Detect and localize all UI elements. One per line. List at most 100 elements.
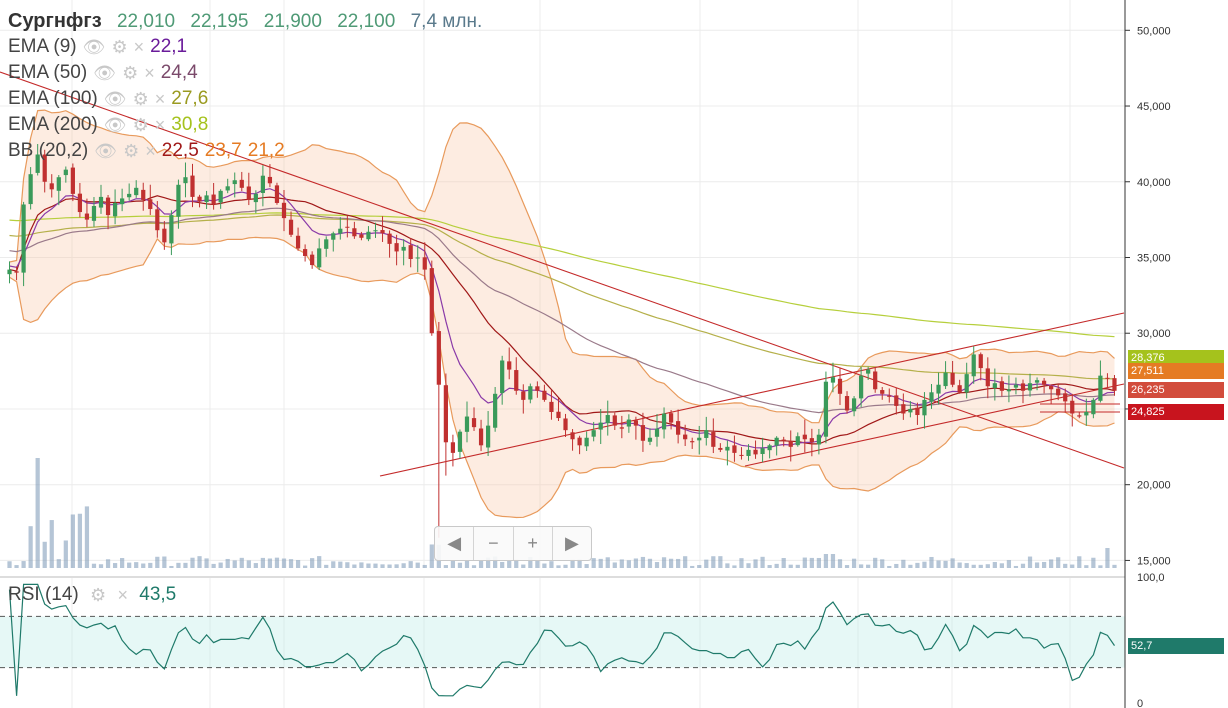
volume-bar — [7, 561, 12, 568]
candle-body — [1091, 399, 1096, 415]
candle-body — [394, 243, 399, 252]
volume-bar — [98, 564, 104, 568]
close-icon[interactable]: × — [117, 585, 128, 605]
candle-body — [781, 439, 786, 441]
volume-bar — [711, 556, 716, 568]
volume-bar — [21, 561, 26, 568]
candle-body — [310, 254, 315, 266]
gear-icon[interactable]: ⚙ — [123, 141, 140, 161]
candle-body — [570, 432, 575, 440]
volume-bar — [802, 557, 807, 568]
close-icon[interactable]: × — [145, 141, 156, 161]
scroll-right-button[interactable]: ▶ — [564, 533, 579, 553]
volume-bar — [859, 564, 864, 568]
volume-bar — [148, 562, 153, 568]
close-icon[interactable]: × — [133, 37, 145, 57]
candle-body — [49, 183, 54, 190]
volume-bar — [570, 559, 575, 568]
volume-bar — [521, 564, 526, 568]
candle-body — [964, 374, 969, 393]
gear-icon[interactable]: ⚙ — [111, 37, 128, 57]
candle-body — [274, 185, 280, 203]
indicator-value: 23,7 — [204, 140, 242, 162]
candle-body — [704, 430, 709, 438]
ema-50-line — [9, 207, 1115, 414]
candle-body — [640, 425, 646, 441]
volume-bar — [134, 562, 139, 568]
volume-bar — [1077, 556, 1082, 568]
volume-bar — [943, 560, 948, 568]
volume-bar — [1098, 565, 1103, 568]
indicator-name: EMA (50) — [8, 62, 88, 84]
volume-bar — [633, 558, 639, 568]
volume-bar — [964, 563, 969, 568]
candle-body — [359, 234, 364, 238]
candle-body — [429, 268, 434, 334]
price-tag: 24,825 — [1128, 403, 1224, 420]
candle-body — [753, 449, 758, 455]
eye-icon[interactable]: 👁 — [93, 63, 117, 83]
candle-body — [84, 213, 90, 220]
volume-bar — [676, 558, 681, 568]
gear-icon[interactable]: ⚙ — [122, 63, 139, 83]
volume-bar — [1063, 563, 1068, 568]
gear-icon[interactable]: ⚙ — [132, 115, 149, 135]
volume-bar — [781, 558, 786, 568]
close-icon[interactable]: × — [154, 89, 166, 109]
close-icon[interactable]: × — [154, 115, 166, 135]
candle-body — [528, 386, 533, 400]
candle-body — [612, 415, 617, 426]
gear-icon[interactable]: ⚙ — [132, 89, 149, 109]
volume-bar — [816, 557, 821, 568]
candle-body — [77, 193, 83, 213]
volume-bar — [795, 564, 800, 568]
eye-icon[interactable]: 👁 — [94, 141, 118, 161]
candle-body — [120, 198, 125, 205]
volume-bar — [260, 557, 265, 568]
zoom-out-button[interactable]: − — [474, 527, 514, 560]
rsi-name: RSI (14) — [8, 584, 79, 606]
volume-bar — [120, 558, 125, 568]
trend-line — [0, 71, 1125, 469]
candle-body — [148, 199, 153, 210]
candles — [7, 144, 1117, 538]
candle-body — [837, 378, 843, 394]
candle-body — [760, 448, 765, 455]
volume-bar — [591, 558, 596, 568]
candle-body — [295, 235, 301, 249]
volume-bar — [922, 561, 927, 568]
candle-body — [190, 175, 195, 197]
candle-body — [169, 215, 174, 244]
candle-body — [626, 419, 631, 427]
volume-bar — [556, 565, 561, 568]
candle-body — [408, 245, 413, 260]
close-icon[interactable]: × — [144, 63, 155, 83]
scroll-left-button[interactable]: ◀ — [435, 527, 475, 560]
candle-body — [929, 392, 934, 402]
candle-body — [464, 416, 470, 432]
candle-body — [267, 176, 273, 184]
volume-bar — [49, 520, 54, 568]
volume-bar — [809, 557, 814, 568]
candle-body — [112, 202, 118, 217]
candle-body — [239, 179, 244, 188]
eye-icon[interactable]: 👁 — [82, 37, 106, 57]
volume-bar — [514, 559, 519, 568]
eye-icon[interactable]: 👁 — [103, 115, 127, 135]
candle-body — [711, 432, 716, 447]
rsi-pane — [0, 576, 1125, 697]
volume-bar — [999, 563, 1004, 568]
candle-body — [971, 354, 976, 377]
candle-body — [690, 441, 695, 443]
volume-bar — [162, 556, 167, 568]
gear-icon[interactable]: ⚙ — [90, 585, 107, 605]
volume-bar — [155, 556, 160, 568]
zoom-in-button[interactable]: + — [514, 527, 553, 560]
volume-bar — [141, 563, 146, 568]
volume-bar — [63, 540, 68, 568]
eye-icon[interactable]: 👁 — [103, 89, 127, 109]
rsi-tick-label: 0 — [1137, 698, 1143, 708]
candle-body — [352, 228, 357, 237]
candle-body — [999, 381, 1004, 391]
